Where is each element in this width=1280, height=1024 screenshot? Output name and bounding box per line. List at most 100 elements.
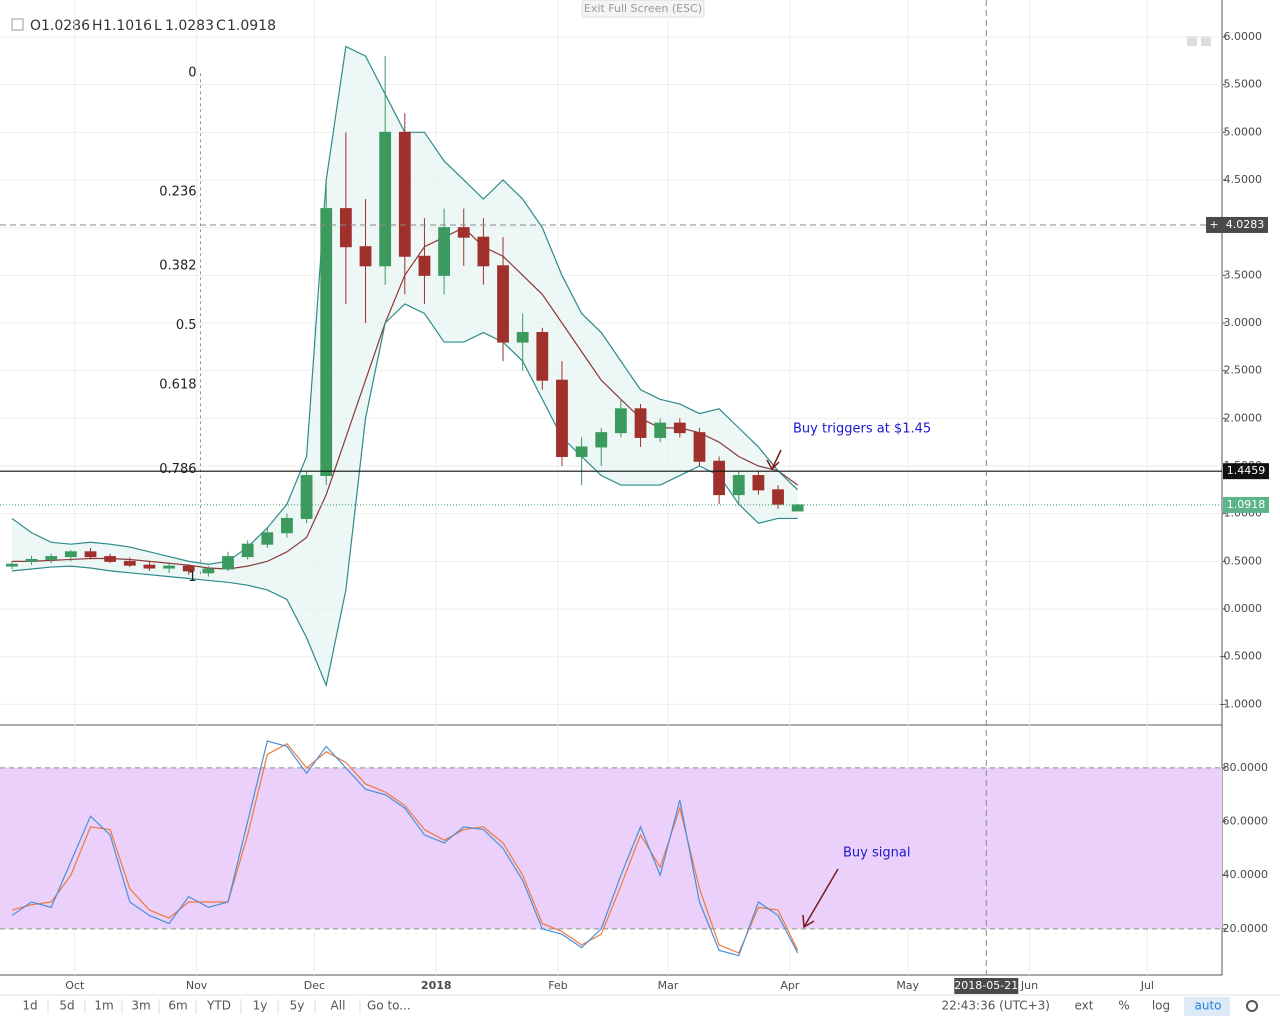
x-tick-label: Dec <box>304 979 325 992</box>
candle-body <box>673 422 686 434</box>
candle-body <box>339 208 352 248</box>
candle-body <box>143 564 156 569</box>
candle-body <box>418 255 431 276</box>
scale-option[interactable]: % <box>1118 999 1129 1013</box>
y-tick-label: -1.0000 <box>1220 697 1262 710</box>
y-tick-label: 6.0000 <box>1224 30 1263 43</box>
fib-level-label: 0.382 <box>159 258 196 273</box>
candle-body <box>457 227 470 238</box>
candle-body <box>320 208 333 477</box>
range-button[interactable]: All <box>331 999 346 1013</box>
range-button[interactable]: 5y <box>290 999 305 1013</box>
candle-body <box>25 558 38 562</box>
ohlc-value: 1.0283 <box>165 18 214 34</box>
last-price-label: 1.0918 <box>1227 498 1266 511</box>
pane-icon[interactable] <box>1201 36 1211 46</box>
oscillator-line <box>11 740 799 957</box>
oscillator-line <box>11 742 799 954</box>
range-button[interactable]: 1y <box>253 999 268 1013</box>
candle-body <box>202 568 215 574</box>
symbol-icon[interactable] <box>11 18 24 31</box>
x-tick-label: 2018 <box>421 979 452 992</box>
candle-body <box>791 504 804 512</box>
y-tick-label: 60.0000 <box>1223 815 1269 828</box>
scale-option[interactable]: ext <box>1075 999 1094 1013</box>
y-tick-label: 4.5000 <box>1224 173 1263 186</box>
candle-body <box>614 408 627 434</box>
annotation: Buy triggers at $1.45 <box>793 422 931 437</box>
pane-icon[interactable] <box>1187 36 1197 46</box>
scale-option[interactable]: auto <box>1194 999 1221 1013</box>
candle-body <box>359 246 372 267</box>
candle-body <box>398 131 411 257</box>
candle-body <box>654 422 667 438</box>
exit-fullscreen-label[interactable]: Exit Full Screen (ESC) <box>584 2 702 15</box>
crosshair-date-label: 2018-05-21 <box>954 979 1018 992</box>
range-button[interactable]: 5d <box>59 999 74 1013</box>
candle-body <box>241 543 254 558</box>
candle-body <box>123 560 136 566</box>
candle-body <box>261 532 274 545</box>
candle-body <box>595 432 608 448</box>
annotation: Buy signal <box>843 846 910 861</box>
range-button[interactable]: 6m <box>168 999 187 1013</box>
fib-level-label: 0.5 <box>176 318 197 333</box>
settings-button[interactable] <box>1246 1000 1258 1012</box>
option-highlight <box>1184 997 1230 1016</box>
y-tick-label: 2.5000 <box>1224 364 1263 377</box>
scale-option[interactable]: log <box>1152 999 1170 1013</box>
candle-body <box>713 460 726 496</box>
candle-body <box>163 565 175 569</box>
candle-body <box>300 475 313 519</box>
fib-level-label: 1 <box>188 570 196 585</box>
candle-body <box>64 551 77 558</box>
y-tick-label: 40.0000 <box>1223 868 1269 881</box>
annotation-arrow <box>802 868 839 929</box>
candle-body <box>497 265 509 343</box>
last-price-tag <box>1223 496 1269 513</box>
y-tick-label: 2.0000 <box>1224 411 1263 424</box>
exit-fullscreen-button[interactable] <box>581 0 705 18</box>
y-tick-label: 0.0000 <box>1224 602 1263 615</box>
range-button[interactable]: 1m <box>94 999 113 1013</box>
candle-body <box>752 475 765 491</box>
candle-body <box>182 565 195 572</box>
crosshair-plus: + <box>1209 218 1218 231</box>
y-tick-label: 3.0000 <box>1224 316 1263 329</box>
candle-body <box>222 556 234 570</box>
x-tick-label: Nov <box>186 979 208 992</box>
x-tick-label: May <box>896 979 919 992</box>
goto-button[interactable]: Go to... <box>367 999 411 1013</box>
x-tick-label: Feb <box>548 979 567 992</box>
fib-level-label: 0.786 <box>159 462 196 477</box>
y-tick-label: 20.0000 <box>1223 922 1269 935</box>
fib-level-label: 0.236 <box>159 185 196 200</box>
x-tick-label: Jun <box>1020 979 1038 992</box>
range-button[interactable]: 3m <box>131 999 150 1013</box>
candle-body <box>379 131 392 267</box>
y-tick-label: 5.0000 <box>1224 125 1263 138</box>
ohlc-label: L <box>154 18 162 34</box>
x-tick-label: Jul <box>1140 979 1154 992</box>
ohlc-value: 1.0286 <box>41 18 90 34</box>
annotation-arrow <box>766 449 782 471</box>
range-button[interactable]: YTD <box>206 999 231 1013</box>
y-tick-label: -0.5000 <box>1220 650 1262 663</box>
crosshair-price-tag <box>1206 216 1268 233</box>
fib-level-label: 0 <box>188 66 196 81</box>
candle-body <box>732 475 745 496</box>
candle-body <box>477 236 490 267</box>
candle-body <box>281 517 293 534</box>
x-tick-label: Oct <box>65 979 85 992</box>
clock: 22:43:36 (UTC+3) <box>941 999 1050 1013</box>
candle-body <box>438 227 450 276</box>
ohlc-label: H <box>92 18 103 34</box>
range-button[interactable]: 1d <box>22 999 37 1013</box>
y-tick-label: 80.0000 <box>1223 761 1269 774</box>
candle-body <box>516 332 529 343</box>
y-tick-label: 3.5000 <box>1224 268 1263 281</box>
candle-body <box>575 446 588 457</box>
candle-body <box>772 489 784 505</box>
candle-body <box>84 551 97 558</box>
